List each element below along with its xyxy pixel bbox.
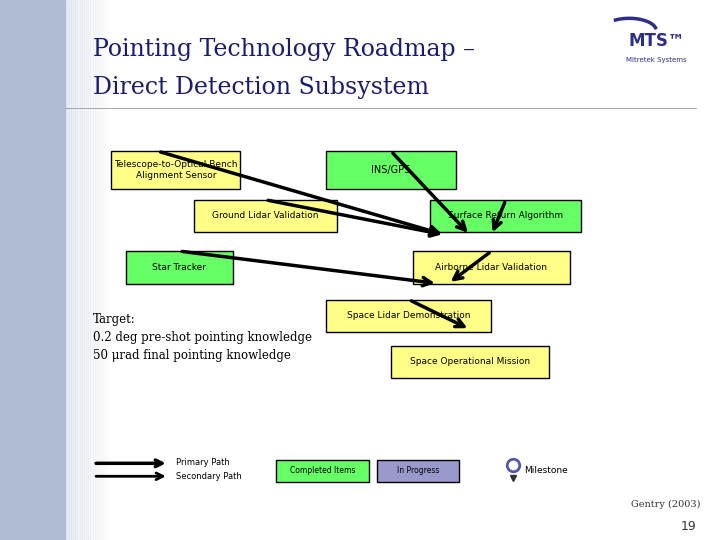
Bar	[76, 0, 78, 540]
Bar	[86, 0, 89, 540]
Bar	[67, 0, 69, 540]
Text: Mitretek Systems: Mitretek Systems	[626, 57, 687, 63]
Text: MTS™: MTS™	[629, 32, 685, 50]
FancyBboxPatch shape	[413, 251, 570, 284]
Bar	[82, 0, 84, 540]
Text: In Progress: In Progress	[397, 467, 439, 475]
FancyBboxPatch shape	[194, 200, 337, 232]
Text: Telescope-to-Optical Bench
Alignment Sensor: Telescope-to-Optical Bench Alignment Sen…	[114, 160, 238, 180]
Text: Pointing Technology Roadmap –: Pointing Technology Roadmap –	[94, 38, 475, 61]
Bar	[99, 0, 102, 540]
FancyBboxPatch shape	[431, 200, 581, 232]
Text: Gentry (2003): Gentry (2003)	[631, 501, 701, 509]
FancyBboxPatch shape	[276, 460, 369, 482]
Text: INS/GPS: INS/GPS	[372, 165, 410, 175]
Bar	[89, 0, 91, 540]
Text: Target:
0.2 deg pre-shot pointing knowledge
50 μrad final pointing knowledge: Target: 0.2 deg pre-shot pointing knowle…	[94, 313, 312, 362]
Text: 19: 19	[680, 520, 696, 533]
Bar	[105, 0, 107, 540]
Bar	[78, 0, 80, 540]
FancyBboxPatch shape	[326, 300, 492, 332]
Text: Direct Detection Subsystem: Direct Detection Subsystem	[94, 76, 429, 99]
Bar	[80, 0, 82, 540]
Text: Space Operational Mission: Space Operational Mission	[410, 357, 530, 366]
Bar	[73, 0, 76, 540]
Bar	[91, 0, 93, 540]
Text: Primary Path: Primary Path	[176, 458, 230, 467]
Text: Space Lidar Demonstration: Space Lidar Demonstration	[347, 312, 471, 320]
FancyBboxPatch shape	[125, 251, 233, 284]
FancyBboxPatch shape	[377, 460, 459, 482]
Bar	[84, 0, 86, 540]
Bar	[93, 0, 95, 540]
Bar	[103, 0, 105, 540]
Text: Secondary Path: Secondary Path	[176, 472, 241, 481]
Text: Milestone: Milestone	[523, 467, 567, 475]
Text: Airborne Lidar Validation: Airborne Lidar Validation	[436, 263, 547, 272]
Bar	[102, 0, 103, 540]
FancyBboxPatch shape	[326, 151, 456, 189]
Text: Star Tracker: Star Tracker	[153, 263, 207, 272]
Bar	[0, 0, 65, 540]
Bar	[71, 0, 73, 540]
FancyBboxPatch shape	[391, 346, 549, 378]
Text: Completed Items: Completed Items	[290, 467, 356, 475]
Text: Surface Return Algorithm: Surface Return Algorithm	[449, 212, 563, 220]
Bar	[65, 0, 67, 540]
Bar	[97, 0, 99, 540]
Bar	[95, 0, 97, 540]
Text: Ground Lidar Validation: Ground Lidar Validation	[212, 212, 319, 220]
Bar	[69, 0, 71, 540]
FancyBboxPatch shape	[111, 151, 240, 189]
